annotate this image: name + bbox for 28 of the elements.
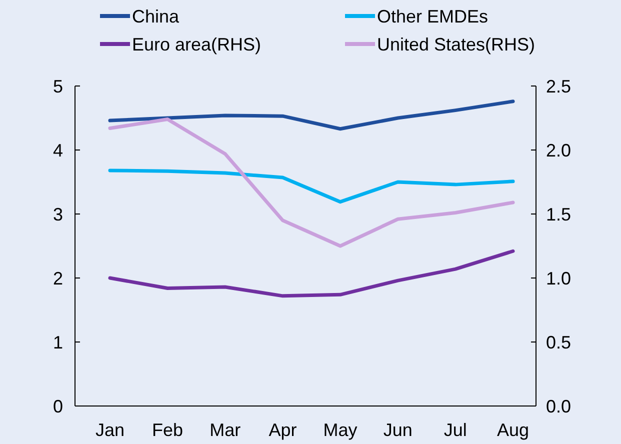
x-tick-label: May: [323, 420, 358, 440]
y2-tick-label: 1.5: [546, 204, 572, 224]
legend-label: China: [132, 6, 180, 26]
y-tick-label: 3: [52, 204, 63, 224]
legend-label: United States(RHS): [377, 34, 536, 54]
legend-label: Other EMDEs: [377, 6, 488, 26]
x-tick-label: Jan: [95, 420, 125, 440]
line-series: [108, 100, 515, 131]
y-tick-label: 5: [52, 76, 63, 96]
line-series: [108, 249, 515, 298]
legend-label: Euro area(RHS): [132, 34, 262, 54]
line-series: [108, 168, 515, 204]
x-tick-label: Feb: [152, 420, 184, 440]
y2-tick-label: 0.0: [546, 396, 572, 416]
x-tick-label: Apr: [268, 420, 297, 440]
y2-tick-label: 1.0: [546, 268, 572, 288]
x-tick-label: Mar: [210, 420, 241, 440]
y-tick-label: 1: [52, 332, 63, 352]
y-tick-label: 0: [52, 396, 63, 416]
x-tick-label: Jun: [383, 420, 412, 440]
y2-tick-label: 2.5: [546, 76, 572, 96]
y2-tick-label: 0.5: [546, 332, 572, 352]
y-tick-label: 4: [52, 140, 63, 160]
x-tick-label: Jul: [444, 420, 467, 440]
x-tick-label: Aug: [496, 420, 530, 440]
y-tick-label: 2: [52, 268, 63, 288]
y2-tick-label: 2.0: [546, 140, 572, 160]
line-series: [108, 118, 515, 248]
